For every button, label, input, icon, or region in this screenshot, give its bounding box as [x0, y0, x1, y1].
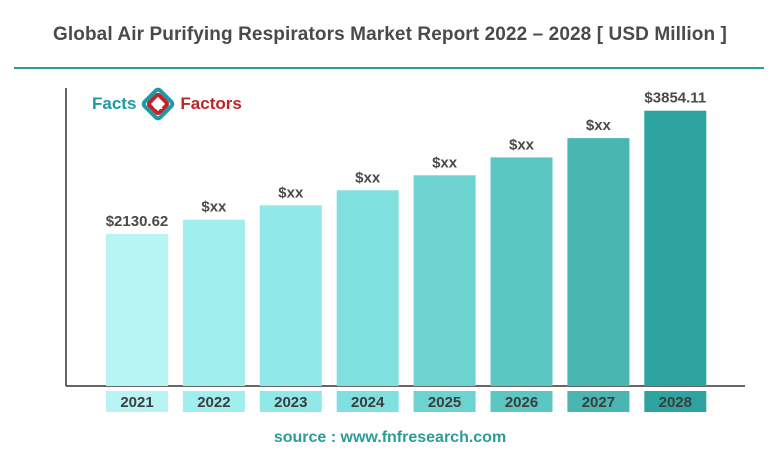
- data-label-2023: $xx: [278, 184, 304, 201]
- x-tick-label-2025: 2025: [428, 394, 461, 411]
- logo-word-facts: Facts: [92, 94, 137, 113]
- bar-2022: [182, 219, 245, 386]
- data-label-2025: $xx: [432, 154, 458, 171]
- data-label-2021: $2130.62: [106, 213, 169, 230]
- data-label-2026: $xx: [509, 136, 535, 153]
- x-tick-label-2028: 2028: [659, 394, 692, 411]
- bar-2024: [336, 190, 399, 386]
- x-tick-label-2024: 2024: [351, 394, 385, 411]
- logo-mark-icon: &: [142, 87, 175, 121]
- bar-2026: [490, 157, 553, 386]
- x-tick-label-2023: 2023: [274, 394, 307, 411]
- bar-2028: [644, 110, 707, 386]
- category-box-2024: [336, 391, 399, 412]
- category-box-2023: [259, 391, 322, 412]
- category-box-2028: [644, 391, 707, 412]
- category-box-2026: [490, 391, 553, 412]
- x-tick-label-2026: 2026: [505, 394, 538, 411]
- chart-title: Global Air Purifying Respirators Market …: [53, 24, 727, 45]
- bar-2023: [259, 205, 322, 386]
- category-box-2022: [182, 391, 245, 412]
- category-box-2027: [567, 391, 630, 412]
- data-label-2028: $3854.11: [644, 90, 706, 107]
- x-tick-label-2027: 2027: [582, 394, 615, 411]
- category-box-2025: [413, 391, 476, 412]
- data-label-2022: $xx: [201, 199, 227, 216]
- logo-ampersand: &: [154, 97, 163, 112]
- bar-2025: [413, 175, 476, 386]
- logo-word-factors: Factors: [180, 94, 242, 113]
- source-note: source : www.fnfresearch.com: [273, 429, 507, 446]
- facts-and-factors-logo: Facts & Factors: [92, 84, 242, 124]
- bar-2027: [567, 138, 630, 386]
- title-divider: [14, 67, 764, 69]
- category-box-2021: [106, 391, 168, 412]
- x-tick-label-2021: 2021: [120, 394, 153, 411]
- bar-2021: [106, 233, 168, 386]
- data-label-2027: $xx: [586, 117, 612, 134]
- data-label-2024: $xx: [355, 169, 381, 186]
- x-tick-label-2022: 2022: [197, 394, 230, 411]
